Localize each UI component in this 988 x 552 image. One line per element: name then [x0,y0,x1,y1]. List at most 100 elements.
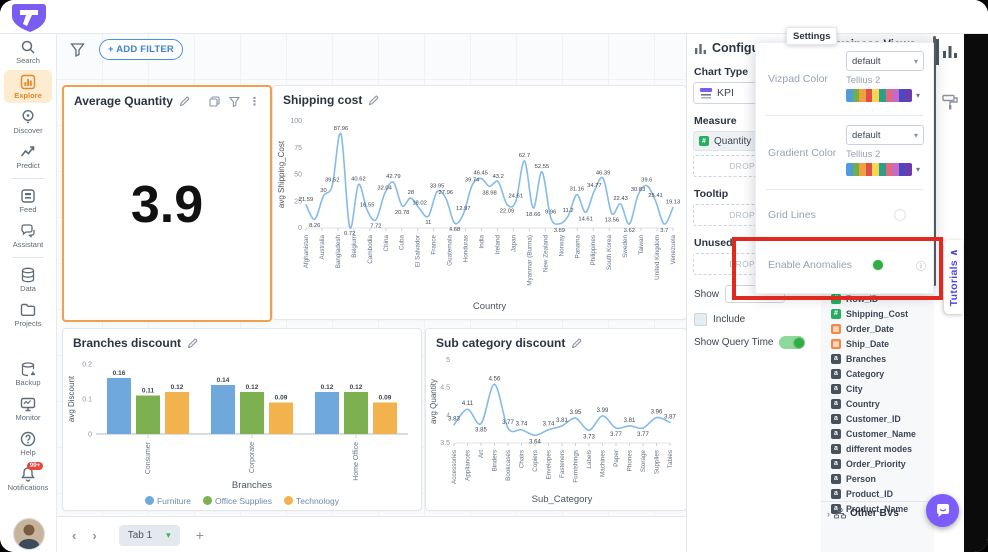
format-paint-roller-icon[interactable] [941,93,959,111]
field-item[interactable]: a City [821,381,934,396]
sidebar-item-data[interactable]: Data [4,263,52,296]
search-icon [21,40,35,54]
field-item[interactable]: a Order_Priority [821,456,934,471]
edit-pencil-icon[interactable] [368,95,379,106]
add-tab-button[interactable]: + [195,527,204,543]
palette-color [859,162,866,176]
shipping-cost-line-chart[interactable]: 100 75 50 25 0 21.59 8.26 30 39.52 87.96 0.72 40.62… [276,109,681,312]
sidebar-item-feed[interactable]: Feed [4,184,52,217]
string-field-icon: a [831,383,841,394]
panel-scrollbar[interactable] [933,36,936,286]
edit-pencil-icon[interactable] [571,338,582,349]
palette-color [852,88,860,102]
svg-text:avg Quantity: avg Quantity [429,379,438,424]
svg-text:Fasteners: Fasteners [559,450,566,478]
svg-text:Furnishings: Furnishings [573,450,580,483]
kpi-card-average-quantity[interactable]: Average Quantity ⋮ 3.9 [62,85,272,322]
gradient-color-palette[interactable]: ▾ [846,162,920,176]
include-checkbox[interactable] [694,313,707,326]
configuration-rail-icon[interactable] [941,42,959,60]
other-bvs-item[interactable]: › Other BVs [821,501,940,525]
svg-text:3.83: 3.83 [448,417,460,423]
sidebar-spacer [0,333,56,355]
palette-color [885,88,893,102]
tab-dropdown-chevron-icon[interactable]: ▾ [166,529,171,540]
field-name: Person [846,473,876,484]
field-name: Category [846,368,885,379]
kebab-menu-icon[interactable]: ⋮ [249,95,260,108]
chart-card-branches-discount[interactable]: Branches discount 0.2 0.1 0 0.16 0.11 0.12 Con… [62,328,422,511]
svg-text:7.72: 7.72 [370,224,381,230]
sidebar-item-projects[interactable]: Projects [4,298,52,331]
gradient-color-label: Gradient Color [768,147,837,159]
sidebar-item-search[interactable]: Search [4,35,52,68]
sidebar-item-monitor[interactable]: Monitor [4,392,52,425]
svg-text:Bookcases: Bookcases [505,450,512,481]
svg-text:32.04: 32.04 [377,186,392,192]
tab-prev-arrow[interactable]: ‹ [72,527,77,543]
card-filter-icon[interactable] [229,96,240,107]
legend-item[interactable]: Office Supplies [202,496,272,506]
field-item[interactable]: ▦ Order_Date [821,321,934,336]
edit-pencil-icon[interactable] [179,96,190,107]
subcategory-line-chart[interactable]: 54.543.53.834.113.854.563.77 3.743.643.74… [428,352,680,505]
info-icon[interactable]: ⓘ [916,262,926,273]
sidebar-item-assistant[interactable]: Assistant [4,219,52,252]
field-item[interactable]: a Branches [821,351,934,366]
tab-current[interactable]: Tab 1 ▾ [118,524,180,546]
svg-text:4.68: 4.68 [449,227,460,233]
edit-pencil-icon[interactable] [187,338,198,349]
tab-next-arrow[interactable]: › [92,527,97,543]
chart-card-subcategory-discount[interactable]: Sub category discount 5 4.5 4 3.5 3.83 4.11 3.… [425,328,687,511]
field-item[interactable]: a Country [821,396,934,411]
tellius-logo-icon[interactable] [11,3,47,33]
gradient-color-select[interactable]: default ▾ [846,125,924,145]
palette-dropdown-icon[interactable]: ▾ [915,90,920,100]
svg-text:Cambodia: Cambodia [367,235,374,264]
chat-icon [936,503,949,517]
field-item[interactable]: a Product_ID [821,486,934,501]
copy-icon[interactable] [209,95,220,107]
add-filter-button[interactable]: + ADD FILTER [99,39,183,60]
palette-dropdown-icon[interactable]: ▾ [915,164,920,174]
show-query-time-toggle[interactable] [779,336,806,349]
field-item[interactable]: a Person [821,471,934,486]
sidebar-item-label: Feed [19,205,37,214]
sidebar-item-label: Discover [13,126,43,135]
palette-color [846,88,853,102]
vizpad-color-select[interactable]: default ▾ [846,51,924,71]
legend-item[interactable]: Furniture [144,496,191,506]
expand-chevron-icon[interactable]: › [827,508,830,519]
string-field-icon: a [831,443,841,454]
sidebar-item-help[interactable]: Help [4,427,52,460]
sidebar-item-explore[interactable]: Explore [4,70,52,103]
field-item[interactable]: a Product_Name [821,501,934,516]
legend-item[interactable]: Technology [284,496,339,506]
tutorials-tab[interactable]: Tutorials ∧ [944,240,963,314]
chat-support-button[interactable] [926,494,959,527]
field-item[interactable]: a Customer_ID [821,411,934,426]
field-item[interactable]: # Shipping_Cost [821,306,934,321]
sidebar-item-notifications[interactable]: 99+ Notifications [4,462,52,495]
field-item[interactable]: a different modes [821,441,934,456]
field-item[interactable]: a Category [821,366,934,381]
field-item[interactable]: a Customer_Name [821,426,934,441]
svg-text:4.11: 4.11 [462,401,474,407]
svg-text:38.98: 38.98 [482,190,497,196]
field-item[interactable]: ▦ Ship_Date [821,336,934,351]
include-label: Include [713,314,746,325]
vizpad-color-label: Vizpad Color [768,73,828,85]
user-avatar[interactable] [13,518,45,550]
branches-discount-bar-chart[interactable]: 0.2 0.1 0 0.16 0.11 0.12 Consumer 0.14 0.12 0.09 C… [66,352,416,490]
svg-text:21.59: 21.59 [299,197,314,203]
vizpad-color-palette[interactable]: ▾ [846,88,920,102]
sidebar-item-discover[interactable]: Discover [4,105,52,138]
svg-text:62.7: 62.7 [519,153,530,159]
filter-funnel-icon[interactable] [70,42,85,57]
sidebar-item-backup[interactable]: Backup [4,357,52,390]
numeric-field-icon: # [699,136,709,146]
chart-card-shipping-cost[interactable]: Shipping cost 100 75 50 25 0 21.59 8.26 30 39.52… [272,85,687,320]
date-field-icon: ▦ [831,323,841,334]
configuration-icon [695,43,706,54]
sidebar-item-predict[interactable]: Predict [4,140,52,173]
